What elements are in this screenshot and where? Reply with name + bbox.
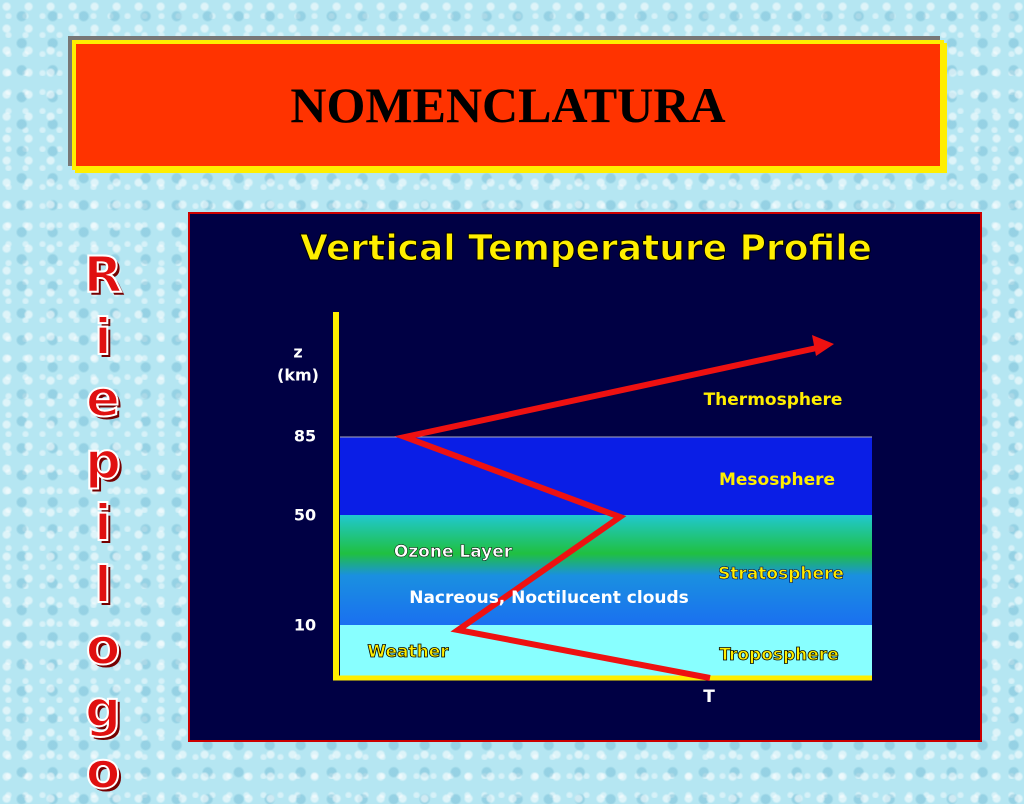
layer-label: Mesosphere [719,470,835,490]
troposphere-band [340,625,872,676]
annotation: Ozone Layer [394,542,513,562]
tick-label: 50 [294,506,316,525]
stratosphere-band [340,515,872,625]
annotation: Nacreous, Noctilucent clouds [409,588,689,608]
tick-label: 85 [294,427,316,446]
axis-symbol: z [293,343,302,362]
mesosphere-band [340,437,872,515]
tick-label: 10 [294,616,316,635]
layer-label: Stratosphere [718,564,844,584]
layer-label: Thermosphere [704,390,843,410]
x-label: T [703,687,715,707]
sidebar-word: Riepilogo [73,245,133,804]
arrow-head [812,335,834,356]
title-box: NOMENCLATURA [72,40,944,170]
diagram: Vertical Temperature Profile z (km) 85 5… [188,212,982,742]
annotation: Weather [367,642,449,662]
slide-title: NOMENCLATURA [290,77,726,133]
temperature-profile [394,343,827,681]
diagram-title: Vertical Temperature Profile [300,228,872,269]
layer-label: Troposphere [719,645,838,665]
axis-unit: (km) [277,366,319,385]
